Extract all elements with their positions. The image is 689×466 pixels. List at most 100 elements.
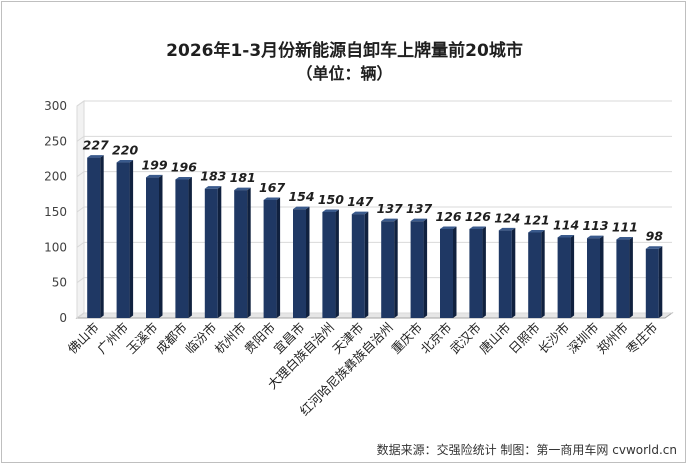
data-label: 126 (435, 209, 461, 224)
data-label: 199 (141, 157, 167, 172)
x-tick-label: 临汾市 (182, 320, 219, 357)
gridline (76, 241, 672, 248)
data-label: 154 (288, 189, 314, 204)
x-tick-label: 唐山市 (476, 320, 513, 357)
bar (146, 177, 159, 318)
x-tick-label: 佛山市 (65, 320, 102, 357)
data-label: 111 (612, 220, 638, 235)
bar-top (410, 218, 428, 222)
x-tick-label: 深圳市 (564, 320, 601, 357)
bar-top (263, 197, 281, 200)
bar-side (306, 206, 310, 318)
bar-side (364, 211, 369, 318)
y-tick-label: 0 (59, 311, 67, 325)
data-label: 220 (112, 143, 138, 158)
bar (87, 157, 101, 318)
y-tick-label: 150 (44, 205, 67, 219)
bar-top (440, 226, 457, 229)
bar-top (381, 218, 398, 222)
bar-side (658, 246, 663, 318)
x-tick-label: 重庆市 (388, 320, 425, 357)
bar (469, 228, 483, 318)
data-source-note: 数据来源：交强险统计 制图：第一商用车网 cvworld.cn (376, 443, 677, 457)
bar-top (204, 186, 222, 189)
data-label: 181 (230, 170, 256, 185)
bar-side (541, 229, 545, 318)
bar-top (351, 211, 369, 215)
bar (322, 212, 336, 318)
bar-side (570, 234, 575, 318)
gridline (76, 100, 672, 107)
bar-top (616, 237, 633, 240)
bar (263, 199, 277, 318)
data-label: 167 (259, 180, 285, 195)
bar (587, 238, 600, 318)
data-label: 183 (200, 169, 226, 184)
data-label: 137 (377, 201, 403, 216)
bar-top (234, 187, 251, 191)
bar-top (587, 235, 604, 239)
bar (440, 228, 453, 318)
gridline (76, 135, 672, 142)
x-tick-label: 长沙市 (535, 320, 572, 357)
x-tick-label: 贵阳市 (241, 320, 278, 357)
bar (645, 248, 659, 318)
bar (204, 188, 218, 318)
bar (381, 221, 395, 318)
gridline (76, 206, 672, 213)
bar-top (528, 229, 545, 233)
x-tick-label: 日照市 (506, 320, 543, 357)
data-label: 126 (465, 209, 491, 224)
y-tick-label: 200 (44, 170, 67, 184)
data-label: 227 (83, 138, 109, 153)
y-tick-label: 100 (44, 240, 67, 254)
bar-side (335, 209, 339, 318)
bar-top (557, 234, 575, 238)
bar-side (247, 187, 251, 318)
bar (175, 179, 189, 318)
x-tick-label: 北京市 (417, 320, 454, 357)
bar-top (146, 174, 163, 178)
x-tick-label: 杭州市 (212, 320, 249, 357)
bar-top (469, 226, 486, 229)
data-label: 196 (171, 159, 197, 174)
chart-title: 2026年1-3月份新能源自卸车上牌量前20城市 (166, 41, 523, 61)
bar-side (394, 218, 398, 318)
data-label: 137 (406, 201, 432, 216)
bar-side (482, 226, 486, 318)
data-label: 98 (646, 229, 664, 244)
gridline (76, 277, 672, 284)
bar (616, 239, 630, 318)
data-label: 147 (347, 194, 373, 209)
bar (557, 237, 571, 318)
bar-top (645, 246, 663, 249)
bar-side (217, 186, 222, 318)
bar-side (453, 226, 457, 318)
bar (293, 209, 306, 318)
bar (234, 190, 248, 318)
data-label: 124 (494, 210, 520, 225)
bar-top (293, 206, 310, 210)
bar (351, 214, 365, 318)
y-tick-label: 250 (44, 134, 67, 148)
bar (116, 162, 130, 318)
bar-top (87, 155, 104, 158)
bar-top (322, 209, 339, 212)
gridline (76, 171, 672, 178)
data-label: 113 (582, 218, 608, 233)
bar-side (276, 197, 281, 318)
x-tick-label: 玉溪市 (123, 320, 160, 357)
bar-side (129, 160, 134, 318)
x-tick-label: 广州市 (94, 320, 131, 357)
bar-side (423, 218, 428, 318)
data-label: 121 (524, 212, 550, 227)
bar-side (159, 174, 163, 318)
data-label: 114 (553, 217, 579, 232)
x-tick-label: 郑州市 (594, 320, 631, 357)
x-tick-label: 成都市 (153, 320, 190, 357)
bar-side (100, 155, 104, 318)
bar-top (498, 227, 516, 231)
y-tick-label: 50 (52, 276, 67, 290)
